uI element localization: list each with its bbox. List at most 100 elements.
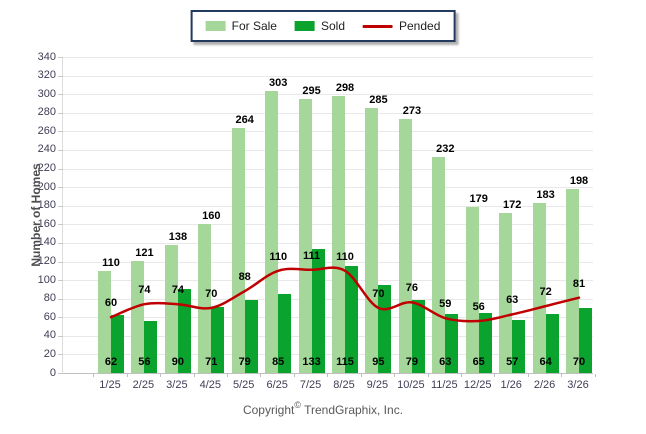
x-axis-tick-mark [227, 374, 228, 377]
y-axis-tick-label: 320 [37, 69, 56, 82]
sold-value-label: 90 [171, 356, 185, 368]
for-sale-bar [164, 244, 178, 373]
copyright-symbol: © [294, 400, 301, 410]
gridline [63, 242, 593, 244]
x-axis-tick-mark [561, 374, 563, 377]
legend-item-for-sale: For Sale [205, 19, 277, 33]
for-sale-bar [465, 206, 479, 373]
x-axis-tick-label: 2/26 [533, 379, 556, 391]
pended-value-label: 110 [336, 250, 354, 263]
gridline [63, 224, 593, 226]
for-sale-bar [432, 157, 446, 373]
sold-value-label: 71 [205, 356, 218, 368]
for-sale-value-label: 121 [135, 246, 154, 259]
x-axis-tick-mark [193, 374, 195, 377]
sold-bar [445, 314, 459, 373]
x-axis-tick-label: 6/25 [266, 379, 288, 391]
sold-bar [211, 307, 225, 373]
pended-value-label: 59 [439, 298, 452, 311]
x-axis-tick-label: 7/25 [299, 379, 322, 391]
y-axis-tick-label: 80 [43, 292, 56, 305]
x-axis-tick-mark [93, 374, 95, 377]
y-axis-tick-label: 140 [37, 236, 56, 249]
legend-label: For Sale [231, 19, 277, 33]
sold-bar [478, 312, 492, 373]
y-axis-tick-mark [58, 149, 63, 151]
for-sale-value-label: 138 [168, 230, 188, 243]
sold-value-label: 85 [272, 356, 285, 368]
for-sale-value-label: 160 [202, 210, 221, 223]
for-sale-value-label: 110 [102, 256, 120, 269]
y-axis-tick-label: 40 [43, 329, 56, 342]
x-axis-tick-label: 1/26 [500, 379, 522, 391]
x-axis-tick-label: 3/25 [166, 379, 188, 391]
sold-value-label: 95 [372, 356, 385, 368]
y-axis-tick-mark [58, 335, 63, 337]
y-axis-tick-mark [58, 205, 63, 207]
y-axis-tick-label: 0 [49, 366, 56, 379]
for-sale-bar [398, 119, 412, 373]
x-axis-labels: 1/25 2/25 3/25 4/25 5/25 6/25 7/25 8/25 9/25 10/2… [62, 379, 592, 393]
plot-area: 110 60 62 121 74 56 138 74 90 160 70 71 264 88 79 303 11… [58, 57, 593, 374]
x-axis-tick-label: 3/26 [567, 379, 589, 391]
pended-value-label: 111 [303, 249, 321, 262]
copyright-suffix: TrendGraphix, Inc. [304, 403, 404, 417]
copyright-text: Copyright© TrendGraphix, Inc. [0, 400, 646, 417]
y-axis-tick-label: 280 [37, 106, 56, 119]
for-sale-bar [265, 91, 279, 373]
sold-value-label: 63 [439, 356, 452, 368]
x-axis-tick-mark [126, 374, 128, 377]
y-axis-tick-label: 180 [37, 199, 56, 212]
x-axis-tick-mark [394, 374, 396, 377]
sold-bar [545, 313, 559, 373]
pended-value-label: 110 [269, 250, 288, 263]
x-axis-tick-mark [594, 374, 596, 377]
x-axis-tick-label: 12/25 [463, 379, 492, 391]
for-sale-value-label: 179 [469, 192, 488, 205]
x-axis-tick-mark [160, 374, 162, 377]
sold-value-label: 57 [506, 356, 519, 368]
for-sale-bar [365, 108, 379, 373]
y-axis-tick-mark [58, 75, 63, 77]
pended-value-label: 76 [405, 282, 419, 295]
x-axis-tick-label: 1/25 [99, 379, 121, 391]
y-axis-tick-mark [58, 57, 63, 58]
x-axis-tick-label: 4/25 [199, 379, 222, 391]
sold-value-label: 62 [104, 356, 118, 368]
for-sale-bar [298, 98, 312, 373]
for-sale-bar [332, 96, 345, 373]
gridline [63, 261, 593, 263]
x-axis-ticks [62, 374, 596, 378]
y-axis-tick-label: 160 [37, 217, 56, 230]
x-axis-tick-label: 9/25 [366, 379, 389, 391]
pended-value-label: 74 [171, 284, 185, 297]
y-axis-tick-mark [58, 280, 63, 282]
for-sale-value-label: 285 [369, 94, 388, 107]
gridline [63, 354, 593, 356]
y-axis-tick-mark [58, 94, 63, 96]
y-axis-tick-label: 120 [37, 255, 56, 267]
gridline [63, 112, 593, 114]
gridline [63, 205, 593, 207]
legend-item-pended: Pended [363, 19, 440, 33]
sold-value-label: 70 [572, 356, 586, 368]
y-axis-tick-mark [58, 373, 63, 374]
pended-value-label: 70 [205, 287, 218, 300]
for-sale-value-label: 295 [302, 84, 321, 97]
x-axis-tick-label: 2/25 [132, 379, 155, 391]
y-axis-tick-label: 260 [37, 124, 56, 137]
for-sale-bar [98, 270, 111, 373]
pended-value-label: 70 [372, 287, 385, 300]
y-axis-tick-label: 200 [37, 180, 56, 193]
legend-item-sold: Sold [294, 19, 345, 33]
y-axis-tick-mark [58, 112, 63, 114]
y-axis-tick-mark [58, 187, 63, 189]
y-axis-tick-label: 300 [37, 87, 56, 100]
x-axis-tick-label: 5/25 [232, 379, 255, 391]
pended-value-label: 60 [104, 297, 118, 310]
x-axis-tick-mark [461, 374, 462, 377]
pended-value-label: 72 [539, 286, 552, 299]
pended-value-label: 88 [238, 271, 251, 284]
gridline [63, 335, 593, 337]
sold-bar [311, 249, 325, 373]
